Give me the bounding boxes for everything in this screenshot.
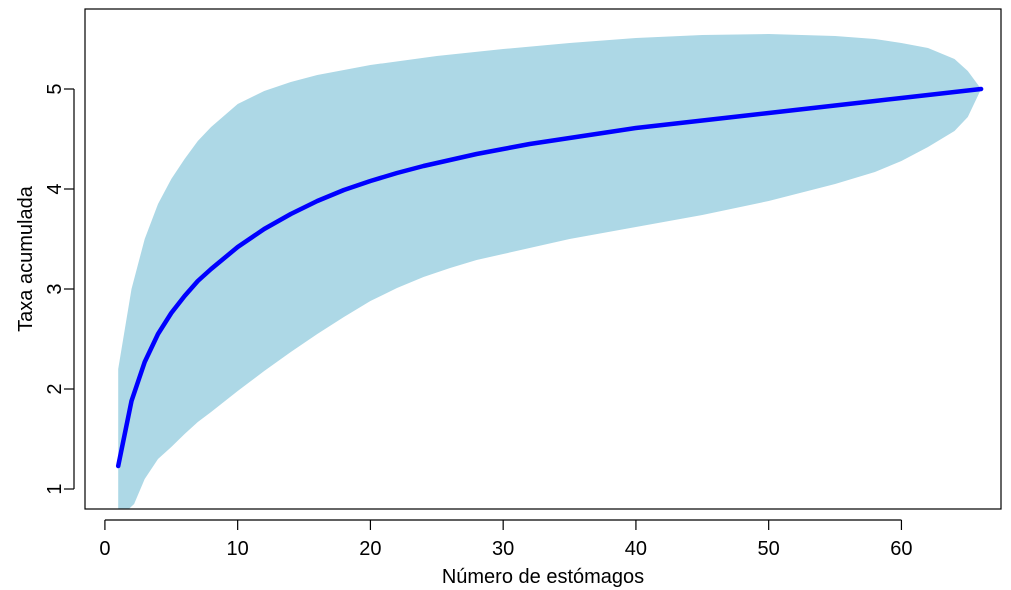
y-axis: 1 2 3 4 5 — [44, 83, 75, 495]
y-tick-label: 4 — [44, 183, 66, 194]
x-tick-label: 50 — [758, 538, 780, 560]
y-tick-label: 1 — [44, 483, 66, 494]
y-axis-title: Taxa acumulada — [15, 185, 37, 332]
y-tick-label: 3 — [44, 283, 66, 294]
x-tick-label: 10 — [227, 538, 249, 560]
x-axis-title: Número de estómagos — [442, 566, 644, 588]
x-tick-label: 20 — [359, 538, 381, 560]
plot-frame — [84, 8, 1002, 510]
mean-curve-layer — [115, 86, 984, 469]
x-tick-label: 30 — [492, 538, 514, 560]
mean-accumulation-line — [115, 86, 984, 469]
x-tick-label: 40 — [625, 538, 647, 560]
x-axis: 0 10 20 30 40 50 60 — [99, 519, 913, 560]
y-tick-label: 5 — [44, 83, 66, 94]
x-tick-label: 0 — [99, 538, 110, 560]
y-tick-label: 2 — [44, 383, 66, 394]
confidence-band-layer — [118, 34, 982, 509]
confidence-band — [118, 34, 982, 509]
x-tick-label: 60 — [890, 538, 912, 560]
